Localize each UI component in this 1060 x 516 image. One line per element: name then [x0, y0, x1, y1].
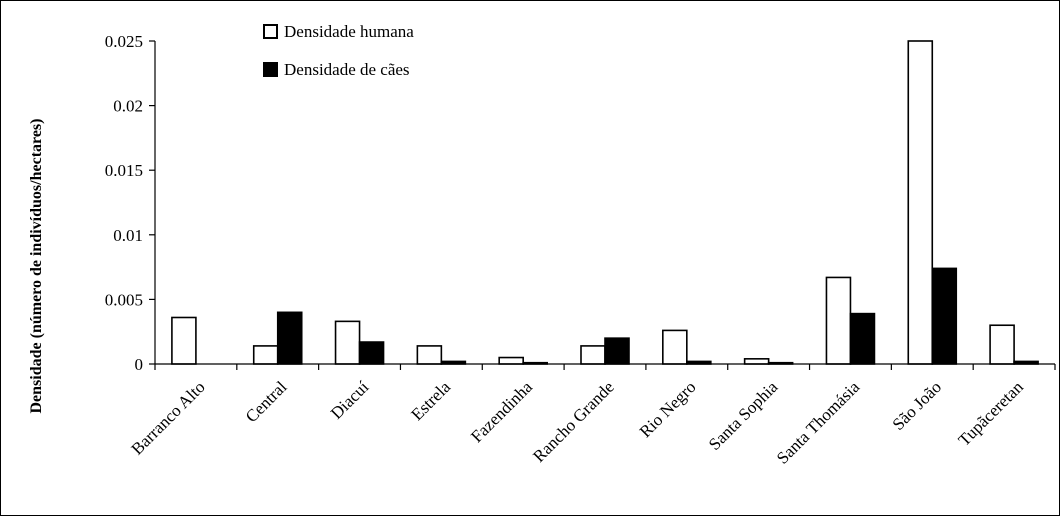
bar-caes-2	[276, 311, 303, 365]
bar-caes-6	[604, 337, 630, 365]
bar-caes-3	[358, 341, 385, 365]
legend-label-caes: Densidade de cães	[284, 60, 410, 79]
bar-humana-3	[334, 320, 361, 365]
bar-humana-10	[907, 40, 934, 365]
bar-humana-6	[580, 345, 606, 365]
x-category-label: Fazendinha	[467, 377, 536, 446]
x-ticks: Barranco Alto Central Diacuí Estrela Fazendi…	[128, 364, 1056, 468]
x-category-label: Central	[242, 377, 291, 426]
bar-humana-7	[662, 329, 688, 365]
bar-caes-9	[849, 312, 876, 365]
bar-caes-10	[931, 267, 958, 365]
y-tick-label: 0	[135, 355, 144, 374]
legend-label-humana: Densidade humana	[284, 22, 414, 41]
bar-humana-2	[252, 345, 279, 365]
bar-humana-5	[498, 356, 524, 365]
y-tick-label: 0.01	[113, 226, 143, 245]
bars	[171, 40, 1039, 365]
y-ticks: 0 0.005 0.01 0.015 0.02 0.025	[105, 32, 155, 374]
y-tick-label: 0.025	[105, 32, 143, 51]
x-category-label: Santa Sophia	[705, 377, 782, 454]
axes	[154, 41, 1055, 365]
x-category-label: Diacuí	[327, 377, 373, 423]
x-category-label: Santa Thomásia	[773, 377, 864, 468]
x-category-label: São João	[889, 377, 946, 434]
bar-humana-4	[416, 345, 443, 365]
bar-humana-11	[989, 324, 1015, 365]
x-category-label: Tupãceretan	[955, 377, 1028, 450]
legend-swatch-caes	[263, 62, 278, 77]
x-category-label: Barranco Alto	[128, 377, 209, 458]
y-axis-title-group: Densidade (número de indivíduos/hectares…	[28, 119, 45, 414]
bar-humana-9	[825, 276, 852, 365]
y-tick-label: 0.02	[113, 97, 143, 116]
legend-swatch-humana	[263, 24, 278, 39]
legend: Densidade humana Densidade de cães	[263, 22, 414, 79]
bar-humana-8	[743, 358, 770, 365]
y-axis-title: Densidade (número de indivíduos/hectares…	[28, 119, 45, 414]
x-category-label: Estrela	[407, 377, 454, 424]
x-category-label: Rio Negro	[636, 377, 700, 441]
y-tick-label: 0.015	[105, 161, 143, 180]
x-category-label: Rancho Grande	[529, 377, 618, 466]
y-tick-label: 0.005	[105, 290, 143, 309]
bar-humana-1	[171, 316, 197, 365]
